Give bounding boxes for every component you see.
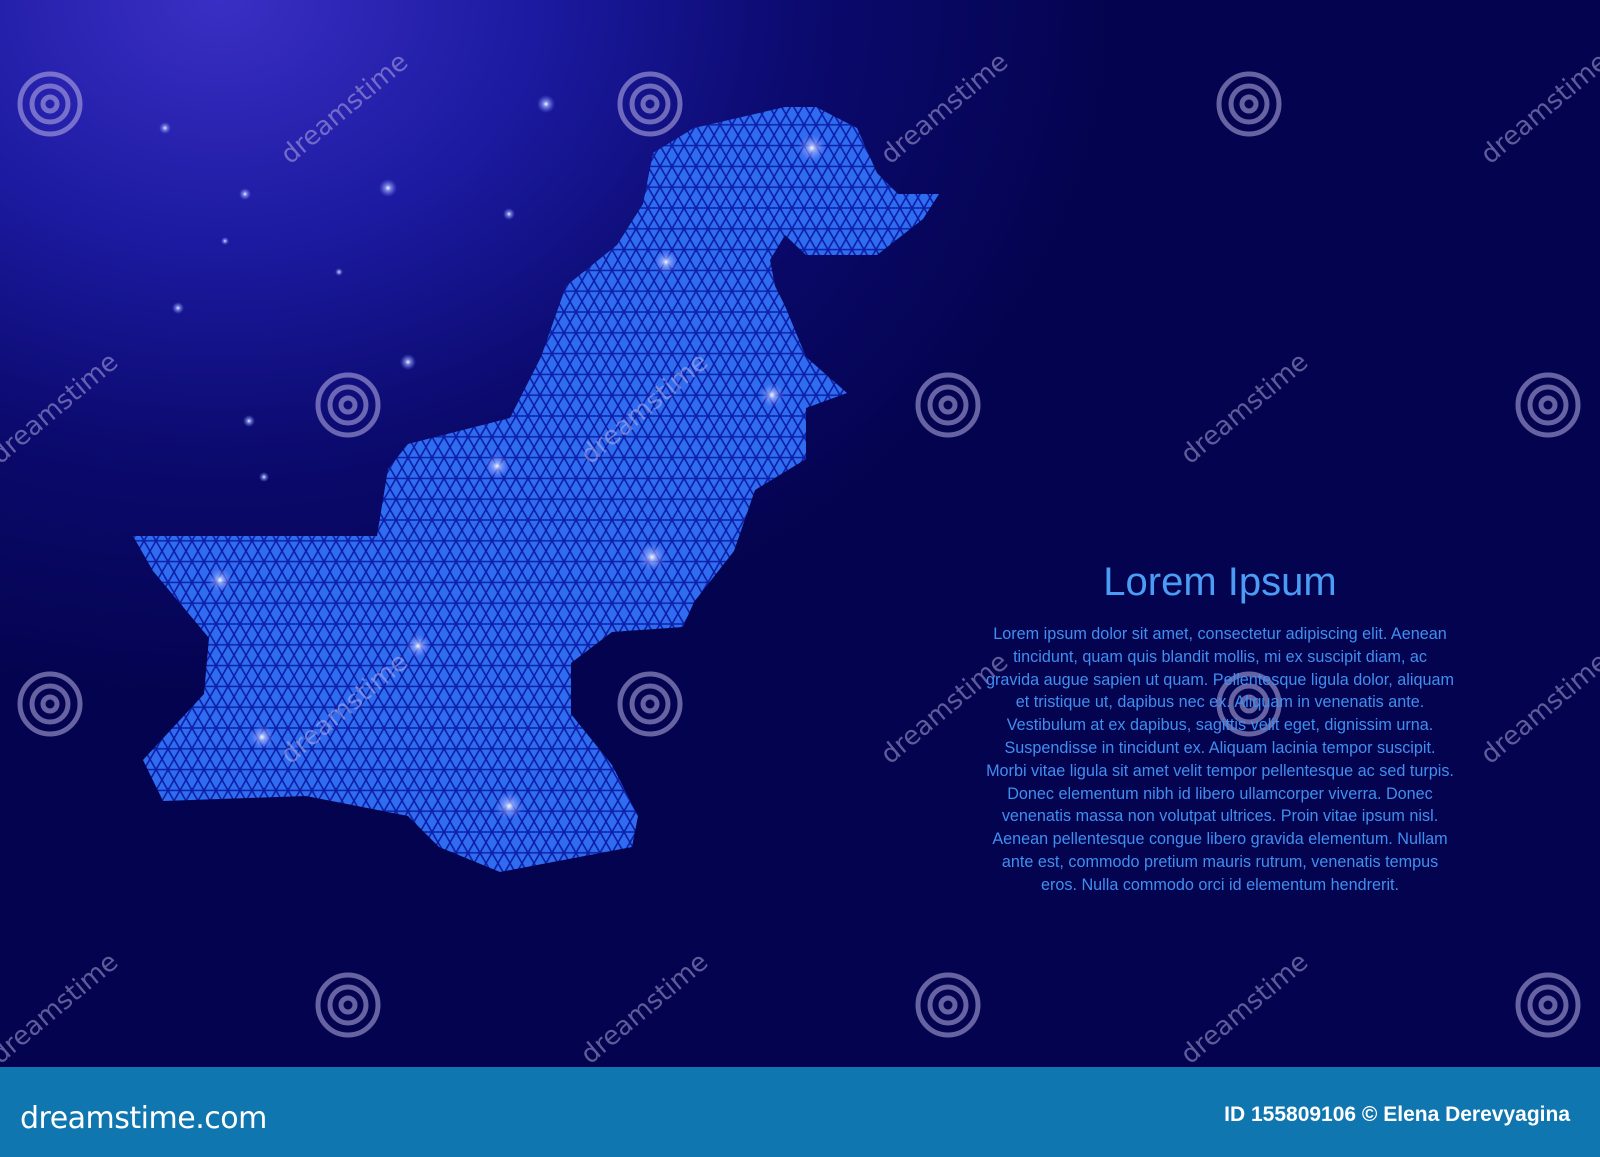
text-body: Lorem ipsum dolor sit amet, consectetur … bbox=[986, 625, 1454, 894]
glow-dots bbox=[159, 95, 826, 820]
illustration: dreamstime dreamstime dreamstime dreamst… bbox=[0, 0, 1600, 1067]
footer-bar: dreamstime.com ID 155809106 © Elena Dere… bbox=[0, 1067, 1600, 1157]
image-credit: ID 155809106 © Elena Derevyagina bbox=[1224, 1103, 1570, 1126]
dreamstime-logo[interactable]: dreamstime.com bbox=[20, 1101, 267, 1136]
pakistan-map bbox=[133, 95, 939, 872]
text-title: Lorem Ipsum bbox=[1103, 560, 1337, 604]
map-shape bbox=[133, 107, 939, 872]
